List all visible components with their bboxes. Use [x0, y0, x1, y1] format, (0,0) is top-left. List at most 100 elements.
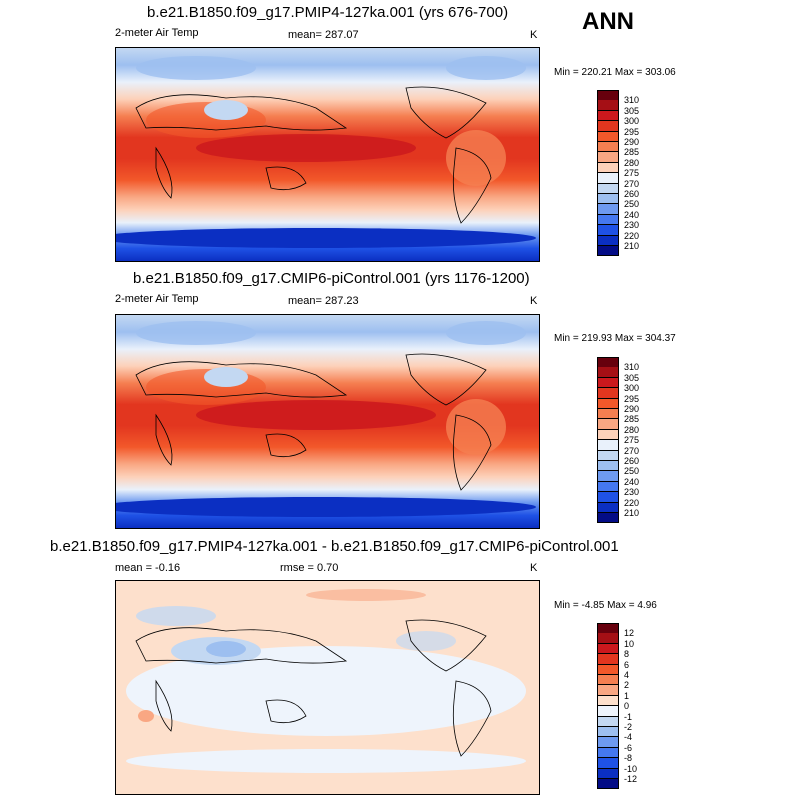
panel3-rmse-label: rmse = 0.70: [280, 562, 339, 574]
colorbar-swatch: [597, 481, 619, 493]
colorbar-swatch: [597, 675, 619, 686]
panel3-map-field: [116, 581, 539, 794]
colorbar-level-label: 290: [624, 137, 640, 147]
colorbar-level-label: 230: [624, 487, 640, 498]
colorbar-level-label: 310: [624, 362, 640, 373]
colorbar-swatch: [597, 768, 619, 779]
colorbar-level-label: -10: [624, 763, 638, 774]
colorbar-swatch: [597, 225, 619, 236]
colorbar-swatch: [597, 633, 619, 644]
colorbar-swatch: [597, 235, 619, 246]
colorbar-level-label: 6: [624, 659, 630, 670]
colorbar-swatch: [597, 643, 619, 655]
colorbar-level-label: 295: [624, 126, 640, 137]
panel1-units-label: K: [530, 29, 538, 41]
colorbar-swatch: [597, 758, 619, 769]
panel3-units-label: K: [530, 562, 538, 574]
colorbar-level-label: 280: [624, 424, 640, 435]
colorbar-swatch: [597, 747, 619, 759]
colorbar-level-label: 300: [624, 116, 640, 127]
colorbar-level-label: 290: [624, 404, 640, 414]
colorbar-level-label: 250: [624, 199, 640, 210]
panel1-minmax: Min = 220.21 Max = 303.06: [554, 67, 676, 78]
colorbar-swatch: [597, 737, 619, 748]
colorbar-swatch: [597, 121, 619, 132]
colorbar-swatch: [597, 685, 619, 696]
colorbar-level-label: 12: [624, 628, 635, 639]
colorbar-level-label: 305: [624, 372, 640, 383]
colorbar-swatch: [597, 246, 619, 257]
colorbar-level-label: 285: [624, 414, 640, 425]
colorbar-swatch: [597, 204, 619, 215]
panel1-mean-label: mean= 287.07: [288, 29, 359, 41]
panel2-minmax: Min = 219.93 Max = 304.37: [554, 333, 676, 344]
colorbar-level-label: 260: [624, 189, 640, 199]
colorbar-level-label: 210: [624, 241, 640, 251]
colorbar-swatch: [597, 695, 619, 707]
colorbar-level-label: -12: [624, 774, 638, 784]
colorbar-swatch: [597, 398, 619, 409]
colorbar-swatch: [597, 110, 619, 122]
panel1-map-field: [96, 48, 539, 261]
colorbar-swatch: [597, 409, 619, 420]
colorbar-level-label: 275: [624, 168, 640, 179]
colorbar-level-label: 240: [624, 209, 640, 220]
panel2-title: b.e21.B1850.f09_g17.CMIP6-piControl.001 …: [133, 270, 530, 287]
panel2-map-field: [96, 315, 539, 528]
colorbar-level-label: 2: [624, 680, 630, 691]
colorbar-level-label: 305: [624, 105, 640, 116]
colorbar-level-label: 300: [624, 383, 640, 394]
colorbar-level-label: 280: [624, 157, 640, 168]
panel2-variable-label: 2-meter Air Temp: [115, 293, 199, 305]
colorbar-swatch: [597, 173, 619, 184]
colorbar-swatch: [597, 502, 619, 513]
colorbar-level-label: -6: [624, 742, 633, 753]
colorbar-swatch: [597, 664, 619, 675]
panel3-map: [115, 580, 540, 795]
colorbar-swatch: [597, 429, 619, 441]
panel3-mean-label: mean = -0.16: [115, 562, 181, 574]
colorbar-swatch: [597, 654, 619, 665]
panel2-map: [96, 314, 540, 529]
colorbar-swatch: [597, 377, 619, 389]
panel3-minmax: Min = -4.85 Max = 4.96: [554, 600, 657, 611]
colorbar-level-label: 10: [624, 638, 635, 649]
colorbar-level-label: 210: [624, 508, 640, 518]
colorbar-swatch: [597, 131, 619, 142]
colorbar-swatch: [597, 142, 619, 153]
colorbar-level-label: -1: [624, 711, 633, 722]
colorbar-level-label: 1: [624, 690, 630, 701]
colorbar-level-label: 230: [624, 220, 640, 231]
colorbar-swatch: [597, 461, 619, 472]
colorbar-swatch: [597, 706, 619, 717]
colorbar-swatch: [597, 388, 619, 399]
colorbar-swatch: [597, 727, 619, 738]
colorbar-level-label: 240: [624, 476, 640, 487]
panel2-mean-label: mean= 287.23: [288, 295, 359, 307]
panel2-units-label: K: [530, 295, 538, 307]
colorbar-swatch: [597, 100, 619, 111]
colorbar-level-label: -2: [624, 722, 633, 732]
colorbar-swatch: [597, 419, 619, 430]
colorbar-swatch: [597, 440, 619, 451]
colorbar-level-label: -4: [624, 732, 633, 743]
colorbar-swatch: [597, 194, 619, 205]
colorbar-level-label: 295: [624, 393, 640, 404]
colorbar-swatch: [597, 367, 619, 378]
colorbar-level-label: 270: [624, 178, 640, 189]
colorbar-level-label: 0: [624, 701, 630, 712]
colorbar-swatch: [597, 162, 619, 174]
colorbar-swatch: [597, 779, 619, 790]
panel1-variable-label: 2-meter Air Temp: [115, 27, 199, 39]
colorbar-level-label: 270: [624, 445, 640, 456]
colorbar-level-label: 220: [624, 230, 640, 241]
colorbar-swatch: [597, 152, 619, 163]
colorbar-swatch: [597, 214, 619, 226]
panel3-title: b.e21.B1850.f09_g17.PMIP4-127ka.001 - b.…: [50, 538, 619, 555]
colorbar-level-label: 275: [624, 435, 640, 446]
colorbar-swatch: [597, 450, 619, 461]
season-label: ANN: [582, 8, 634, 35]
colorbar-level-label: 4: [624, 670, 630, 680]
colorbar-swatch: [597, 716, 619, 727]
colorbar-level-label: -8: [624, 753, 633, 764]
